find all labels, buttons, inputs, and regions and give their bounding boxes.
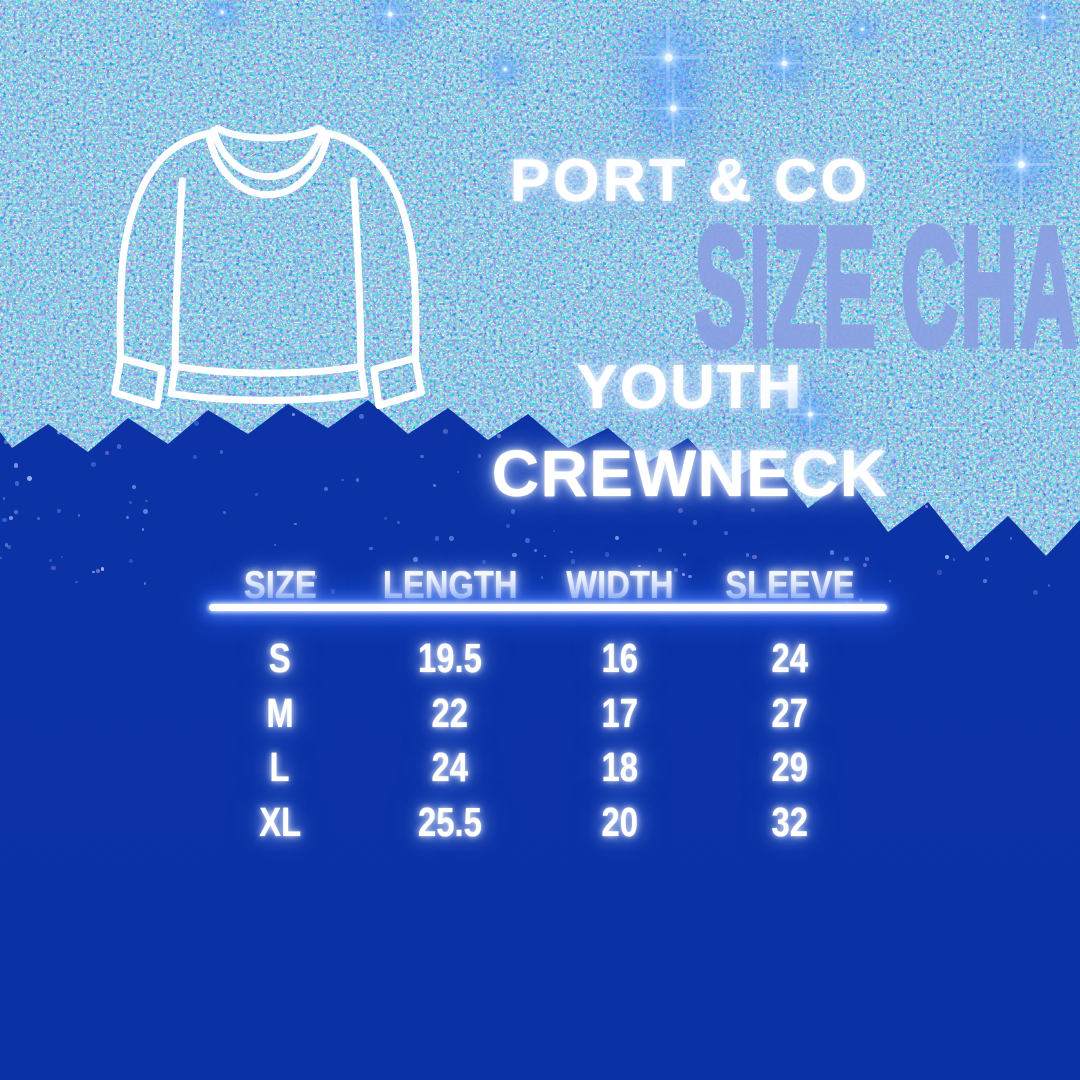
brand-name: PORT & CO — [509, 147, 871, 214]
cell-width: 18 — [601, 744, 639, 791]
cell-width: 20 — [601, 799, 639, 846]
table-body: S 19.5 16 24 M 22 17 27 L 24 18 29 XL 25… — [195, 631, 875, 850]
cell-size: XL — [259, 799, 301, 846]
subtitle-youth: YOUTH — [576, 353, 804, 422]
page-title: SIZE CHART — [693, 191, 1080, 383]
subtitle-crewneck: CREWNECK — [491, 436, 889, 510]
col-header-width: WIDTH — [566, 564, 674, 607]
cell-size: S — [269, 635, 291, 681]
cell-size: M — [266, 689, 294, 736]
col-header-sleeve: SLEEVE — [725, 564, 855, 607]
col-header-size: SIZE — [243, 564, 317, 607]
cell-width: 17 — [601, 689, 639, 736]
table-row: L 24 18 29 — [195, 740, 875, 795]
table-row: S 19.5 16 24 — [195, 631, 875, 686]
table-divider — [209, 604, 887, 611]
cell-sleeve: 24 — [771, 635, 809, 681]
cell-size: L — [269, 744, 291, 791]
cell-length: 24 — [431, 744, 469, 791]
cell-length: 19.5 — [418, 635, 482, 681]
table-row: XL 25.5 20 32 — [195, 795, 875, 850]
cell-sleeve: 29 — [771, 744, 809, 791]
cell-length: 25.5 — [418, 799, 482, 846]
table-header-row: SIZE LENGTH WIDTH SLEEVE — [195, 566, 875, 606]
crewneck-sweatshirt-icon — [111, 124, 425, 410]
title-block: PORT & CO SIZE CHART YOUTH CREWNECK — [415, 0, 1080, 540]
table-row: M 22 17 27 — [195, 686, 875, 741]
cell-length: 22 — [431, 689, 469, 736]
cell-sleeve: 32 — [771, 799, 809, 846]
glitter-texture — [0, 0, 1080, 556]
cell-width: 16 — [601, 635, 639, 681]
col-header-length: LENGTH — [382, 564, 518, 607]
cell-sleeve: 27 — [771, 689, 809, 736]
